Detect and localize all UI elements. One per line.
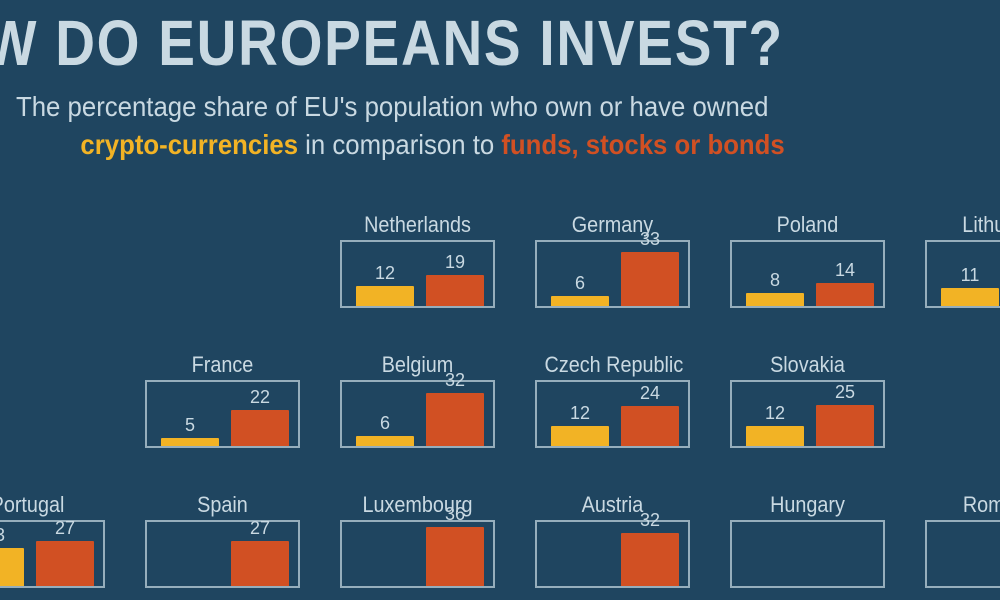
bar-funds-value: 36	[445, 504, 465, 527]
bar-crypto: 5	[161, 438, 219, 446]
country-panel: Czech Republic1224	[535, 380, 690, 448]
country-label: Romania	[935, 492, 1000, 518]
country-label: Netherlands	[350, 212, 486, 238]
country-label: Luxembourg	[350, 492, 486, 518]
bar-funds: 14	[816, 283, 874, 306]
bar-crypto-value: 12	[765, 403, 785, 426]
country-label: Hungary	[740, 492, 876, 518]
country-label: France	[155, 352, 291, 378]
bar-funds-value: 25	[835, 382, 855, 405]
country-panel: Slovakia1225	[730, 380, 885, 448]
bar-crypto-value: 8	[770, 270, 780, 293]
country-panel: Romania	[925, 520, 1000, 588]
bar-funds-value: 24	[640, 383, 660, 406]
bar-funds: 33	[621, 252, 679, 306]
bar-funds: 27	[231, 541, 289, 586]
country-panel: Portugal2327	[0, 520, 105, 588]
country-label: Spain	[155, 492, 291, 518]
highlight-funds: funds, stocks or bonds	[501, 129, 784, 160]
country-label: Portugal	[0, 492, 95, 518]
country-label: Czech Republic	[545, 352, 681, 378]
country-panel: Belgium632	[340, 380, 495, 448]
country-panel: Netherlands1219	[340, 240, 495, 308]
highlight-crypto: crypto-currencies	[80, 129, 298, 160]
country-panel: Hungary	[730, 520, 885, 588]
bar-funds: 24	[621, 406, 679, 446]
bar-funds-value: 19	[445, 252, 465, 275]
country-panel: France522	[145, 380, 300, 448]
country-panel: Luxembourg36	[340, 520, 495, 588]
bar-crypto-value: 5	[185, 415, 195, 438]
subtitle-middle: in comparison to	[298, 129, 501, 160]
bar-funds-value: 27	[250, 518, 270, 541]
page-title: OW DO EUROPEANS INVEST?	[0, 6, 784, 80]
bar-crypto: 23	[0, 548, 24, 586]
bar-funds: 36	[426, 527, 484, 586]
country-label: Poland	[740, 212, 876, 238]
bar-crypto-value: 6	[380, 413, 390, 436]
country-panel: Lithuania11	[925, 240, 1000, 308]
subtitle-line1: The percentage share of EU's population …	[16, 88, 785, 126]
bar-crypto: 12	[746, 426, 804, 446]
bar-crypto: 11	[941, 288, 999, 306]
bar-funds-value: 27	[55, 518, 75, 541]
bar-crypto: 8	[746, 293, 804, 306]
country-panel: Poland814	[730, 240, 885, 308]
bar-funds-value: 22	[250, 387, 270, 410]
bar-crypto-value: 6	[575, 273, 585, 296]
country-label: Belgium	[350, 352, 486, 378]
bar-funds: 32	[621, 533, 679, 586]
country-panel: Austria32	[535, 520, 690, 588]
bar-crypto: 6	[551, 296, 609, 306]
bar-crypto: 12	[356, 286, 414, 306]
bar-funds: 32	[426, 393, 484, 446]
country-panel: Germany633	[535, 240, 690, 308]
infographic-canvas: { "viewport": { "width": 1000, "height":…	[0, 0, 1000, 600]
country-label: Lithuania	[935, 212, 1000, 238]
country-label: Slovakia	[740, 352, 876, 378]
bar-funds: 27	[36, 541, 94, 586]
bar-funds-value: 32	[445, 370, 465, 393]
bar-crypto-value: 11	[961, 265, 980, 288]
country-label: Germany	[545, 212, 681, 238]
subtitle-line2: crypto-currencies in comparison to funds…	[16, 126, 785, 164]
bar-funds: 25	[816, 405, 874, 446]
subtitle: The percentage share of EU's population …	[16, 88, 785, 164]
bar-crypto-value: 23	[0, 525, 5, 548]
bar-funds-value: 33	[640, 229, 660, 252]
bar-crypto: 12	[551, 426, 609, 446]
bar-funds-value: 14	[835, 260, 855, 283]
bar-crypto-value: 12	[375, 263, 395, 286]
country-panel: Spain27	[145, 520, 300, 588]
bar-crypto-value: 12	[570, 403, 590, 426]
country-label: Austria	[545, 492, 681, 518]
bar-funds: 22	[231, 410, 289, 446]
bar-funds: 19	[426, 275, 484, 306]
bar-funds-value: 32	[640, 510, 660, 533]
bar-crypto: 6	[356, 436, 414, 446]
